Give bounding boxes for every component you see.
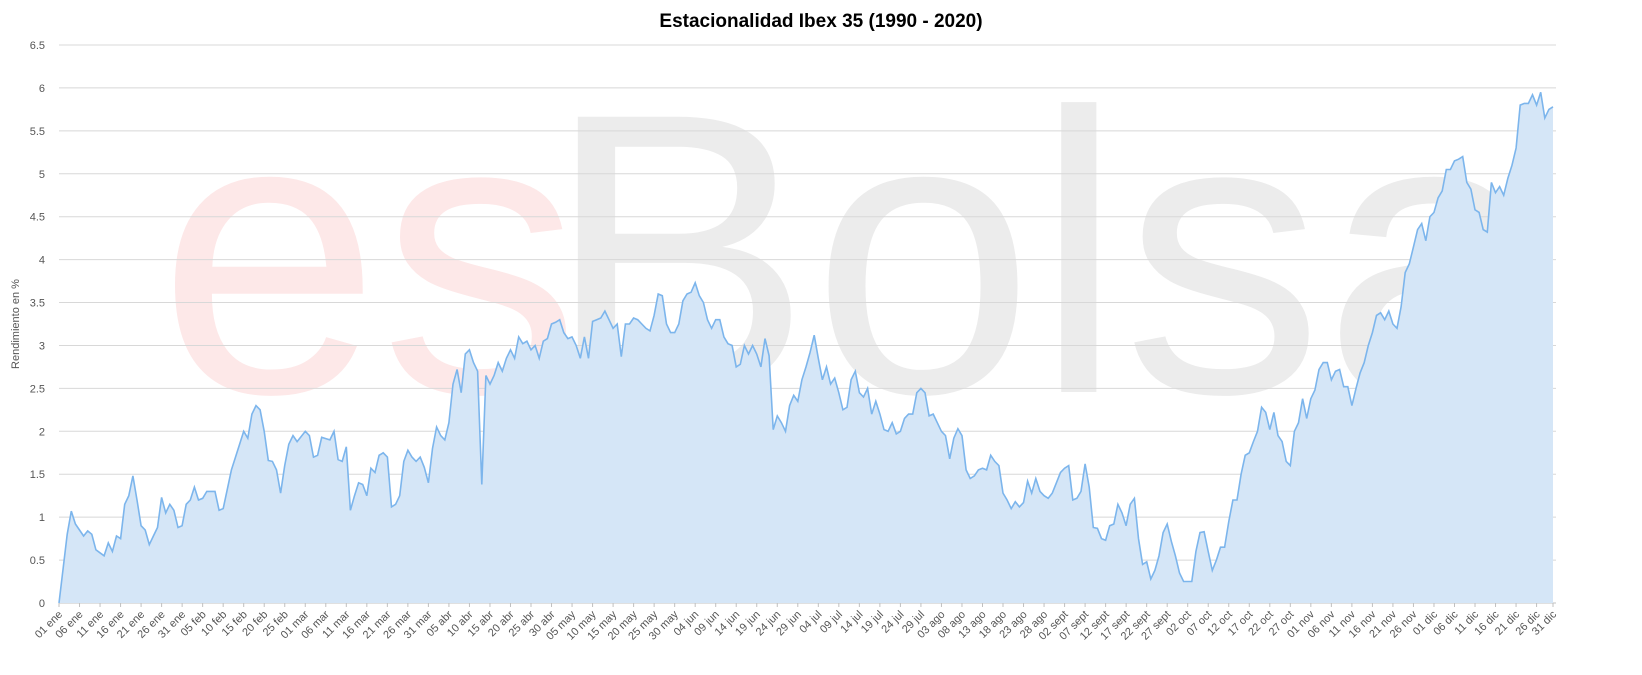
x-tick-label: 04 jul [797, 609, 824, 636]
x-tick-label: 14 jul [838, 609, 865, 636]
y-tick-label: 1 [39, 512, 45, 524]
y-tick-label: 2.5 [30, 383, 45, 395]
x-tick-label: 24 jul [879, 609, 906, 636]
y-tick-label: 4.5 [30, 212, 45, 224]
y-tick-label: 5 [39, 169, 45, 181]
y-tick-label: 6.5 [30, 40, 45, 52]
series-area [59, 92, 1553, 603]
gridlines [59, 44, 1556, 604]
y-tick-label: 5.5 [30, 126, 45, 138]
series-line [58, 91, 1554, 604]
y-axis-ticks: 0 0.5 1 1.5 2 2.5 3 3.5 4 4.5 5 5.5 6 6.5 [30, 40, 45, 610]
x-tick-label: 09 jul [818, 609, 845, 636]
y-axis-label: Rendimiento en % [10, 279, 22, 369]
y-tick-label: 3 [39, 340, 45, 352]
chart-title: Estacionalidad Ibex 35 (1990 - 2020) [659, 11, 982, 32]
y-tick-label: 1.5 [30, 469, 45, 481]
y-tick-label: 0.5 [30, 555, 45, 567]
y-tick-label: 3.5 [30, 298, 45, 310]
y-tick-label: 6 [39, 83, 45, 95]
y-tick-label: 4 [39, 255, 45, 267]
y-tick-label: 0 [39, 598, 45, 610]
y-tick-label: 2 [39, 426, 45, 438]
x-tick-label: 19 jul [859, 609, 886, 636]
